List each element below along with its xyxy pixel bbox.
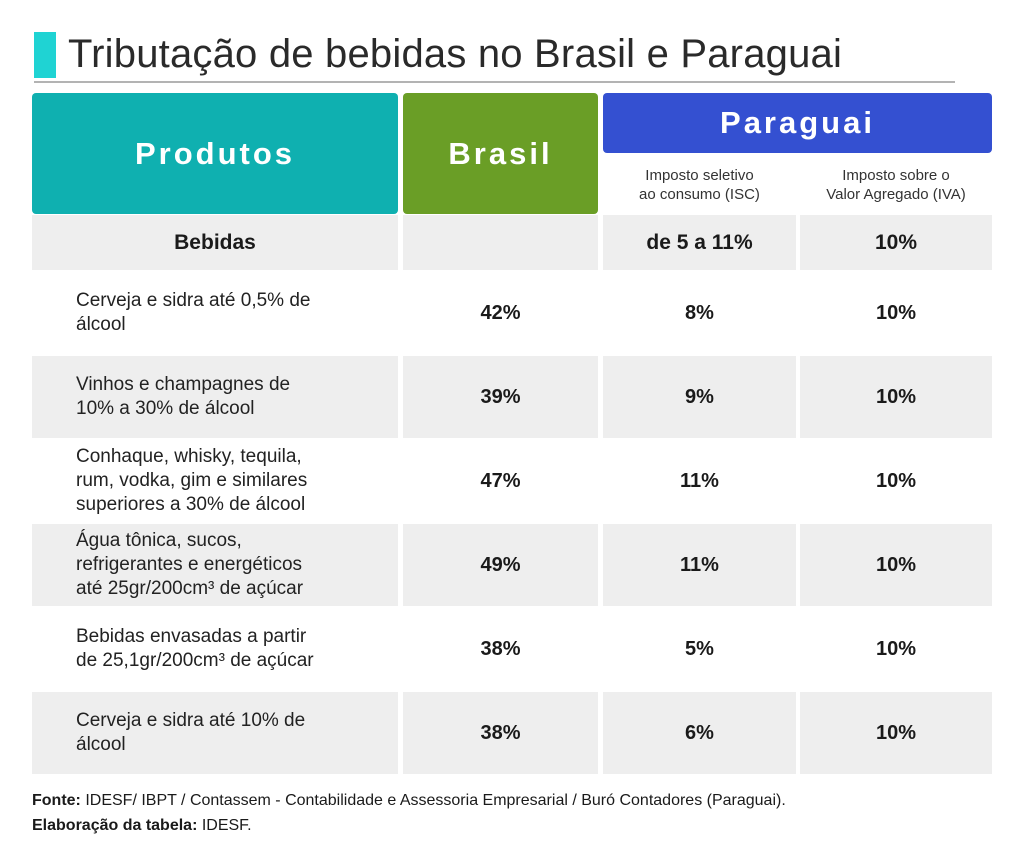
product-line: Bebidas envasadas a partir [76,626,307,647]
iva-rate: 10% [800,356,992,438]
isc-rate: 6% [603,692,796,774]
authorship-label: Elaboração da tabela: [32,817,198,834]
iva-rate: 10% [800,524,992,606]
product-line: superiores a 30% de álcool [76,494,306,515]
brasil-rate: 42% [480,301,521,324]
header-paraguai: Paraguai [603,93,992,153]
product-line: Água tônica, sucos, [76,530,242,551]
product-line: álcool [76,734,126,755]
table-row-product: Cerveja e sidra até 10% de álcool [32,692,398,774]
isc-rate: 5% [685,637,714,660]
product-line: Vinhos e champagnes de [76,374,291,395]
iva-rate: 10% [875,637,917,660]
source-label: Fonte: [32,792,81,809]
iva-rate: 10% [875,301,917,324]
subheader-isc-line2: ao consumo (ISC) [639,186,760,203]
product-line: Cerveja e sidra até 0,5% de [76,290,311,311]
authorship-note: Elaboração da tabela: IDESF. [32,815,252,837]
product-line: Cerveja e sidra até 10% de [76,710,306,731]
product-line: de 25,1gr/200cm³ de açúcar [76,650,314,671]
isc-rate: 8% [685,301,714,324]
product-line: refrigerantes e energéticos [76,554,303,575]
source-text: IDESF/ IBPT / Contassem - Contabilidade … [80,792,786,809]
product-line: 10% a 30% de álcool [76,398,255,419]
brasil-rate: 47% [480,469,521,492]
subheader-isc-line1: Imposto seletivo [645,167,754,184]
subheader-iva-line1: Imposto sobre o [842,167,950,184]
table-row-product: Bebidas envasadas a partir de 25,1gr/200… [32,608,398,690]
page-title: Tributação de bebidas no Brasil e Paragu… [68,32,843,76]
table-row-product: Conhaque, whisky, tequila, rum, vodka, g… [32,440,398,522]
product-line: álcool [76,314,126,335]
product-line: Conhaque, whisky, tequila, [76,446,302,467]
isc-rate: 9% [603,356,796,438]
section-label: Bebidas [32,215,398,270]
isc-rate: 11% [603,524,796,606]
section-iva-cell: 10% [800,215,992,270]
brasil-rate: 38% [403,692,598,774]
section-brasil-cell [403,215,598,270]
subheader-iva-line2: Valor Agregado (IVA) [826,186,966,203]
section-isc-cell: de 5 a 11% [603,215,796,270]
header-produtos: Produtos [32,93,398,214]
source-note: Fonte: IDESF/ IBPT / Contassem - Contabi… [32,790,786,812]
table-row-product: Água tônica, sucos, refrigerantes e ener… [32,524,398,606]
product-line: até 25gr/200cm³ de açúcar [76,578,304,599]
isc-rate: 11% [680,469,719,492]
title-accent-bar [34,32,56,78]
authorship-text: IDESF. [197,817,252,834]
title-divider [34,81,955,83]
title-block: Tributação de bebidas no Brasil e Paragu… [34,28,954,84]
brasil-rate: 38% [480,637,521,660]
iva-rate: 10% [875,469,917,492]
header-brasil: Brasil [403,93,598,214]
product-line: rum, vodka, gim e similares [76,470,308,491]
subheader-iva: Imposto sobre o Valor Agregado (IVA) [800,160,992,210]
brasil-rate: 39% [403,356,598,438]
table-row-product: Cerveja e sidra até 0,5% de álcool [32,272,398,354]
iva-rate: 10% [800,692,992,774]
subheader-isc: Imposto seletivo ao consumo (ISC) [603,160,796,210]
brasil-rate: 49% [403,524,598,606]
table-row-product: Vinhos e champagnes de 10% a 30% de álco… [32,356,398,438]
